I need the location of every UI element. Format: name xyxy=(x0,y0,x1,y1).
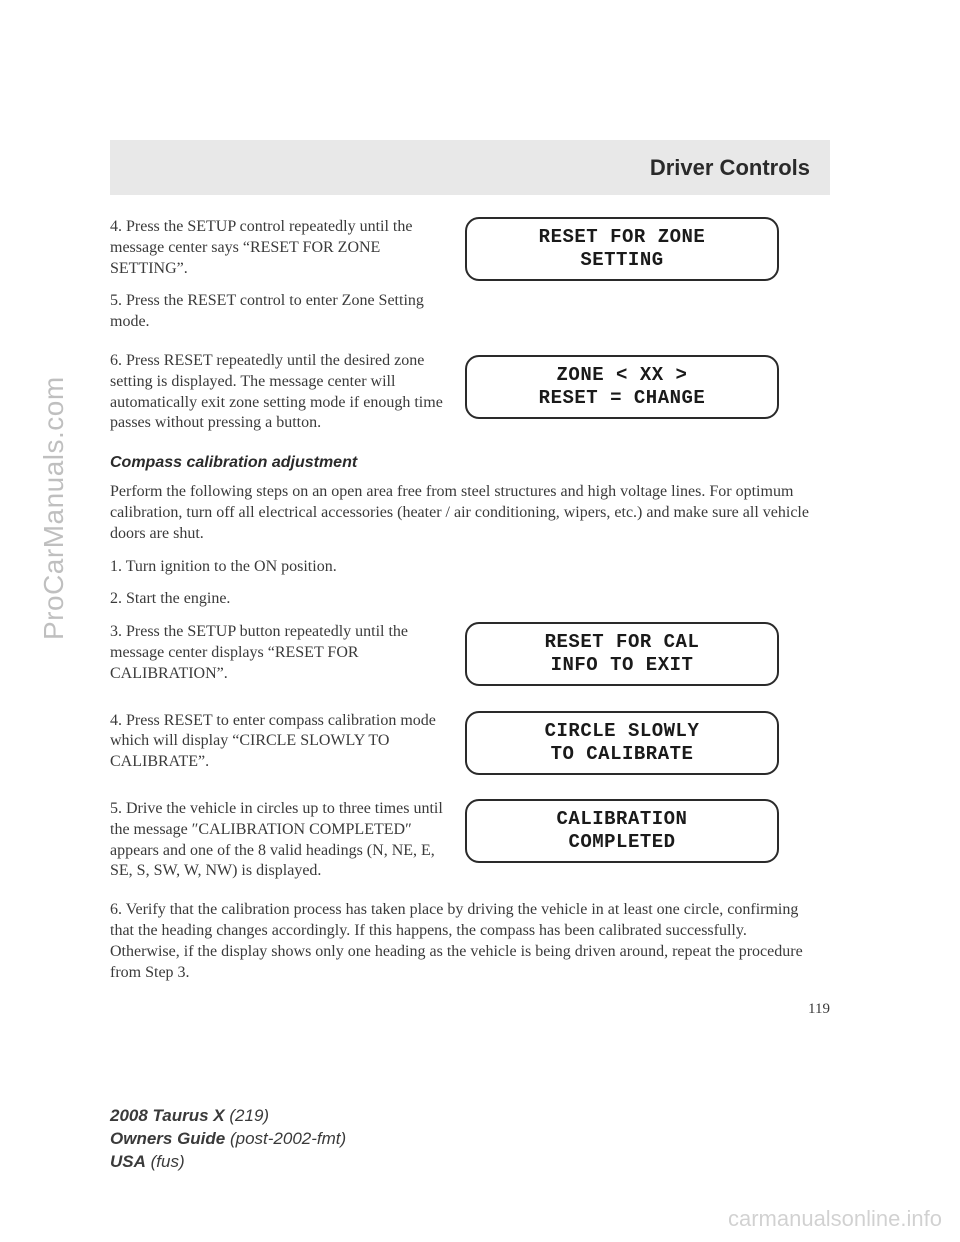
display-zone-change: ZONE < XX > RESET = CHANGE xyxy=(465,355,779,419)
footer-region-suffix: (fus) xyxy=(146,1152,185,1171)
footer: 2008 Taurus X (219) Owners Guide (post-2… xyxy=(110,1105,346,1174)
step-row: 6. Press RESET repeatedly until the desi… xyxy=(110,351,830,446)
footer-code: (219) xyxy=(225,1106,269,1125)
display-line: COMPLETED xyxy=(568,831,675,854)
cal-step-6: 6. Verify that the calibration process h… xyxy=(110,900,810,983)
display-reset-cal: RESET FOR CAL INFO TO EXIT xyxy=(465,622,779,686)
step-text: 6. Press RESET repeatedly until the desi… xyxy=(110,351,465,446)
step-text: 5. Drive the vehicle in circles up to th… xyxy=(110,799,465,894)
cal-step-2: 2. Start the engine. xyxy=(110,589,810,610)
display-circle-slowly: CIRCLE SLOWLY TO CALIBRATE xyxy=(465,711,779,775)
footer-line-3: USA (fus) xyxy=(110,1151,346,1174)
intro-paragraph: Perform the following steps on an open a… xyxy=(110,482,810,544)
step-6: 6. Press RESET repeatedly until the desi… xyxy=(110,351,447,434)
section-title: Driver Controls xyxy=(650,155,810,181)
section-header: Driver Controls xyxy=(110,140,830,195)
display-line: RESET FOR ZONE xyxy=(539,226,706,249)
display-line: CIRCLE SLOWLY xyxy=(545,720,700,743)
display-line: INFO TO EXIT xyxy=(551,654,694,677)
display-line: TO CALIBRATE xyxy=(551,743,694,766)
subheading-compass-calibration: Compass calibration adjustment xyxy=(110,454,830,472)
footer-line-2: Owners Guide (post-2002-fmt) xyxy=(110,1128,346,1151)
step-row: 5. Drive the vehicle in circles up to th… xyxy=(110,799,830,894)
page-content: Driver Controls 4. Press the SETUP contr… xyxy=(110,140,830,1018)
spacer xyxy=(110,791,830,799)
step-5: 5. Press the RESET control to enter Zone… xyxy=(110,291,447,333)
footer-model: 2008 Taurus X xyxy=(110,1106,225,1125)
display-line: RESET = CHANGE xyxy=(539,387,706,410)
cal-step-1: 1. Turn ignition to the ON position. xyxy=(110,557,810,578)
spacer xyxy=(110,703,830,711)
step-row: 4. Press RESET to enter compass calibrat… xyxy=(110,711,830,785)
display-line: SETTING xyxy=(580,249,663,272)
cal-step-4: 4. Press RESET to enter compass calibrat… xyxy=(110,711,447,773)
display-calibration-completed: CALIBRATION COMPLETED xyxy=(465,799,779,863)
watermark-left: ProCarManuals.com xyxy=(38,376,70,640)
step-row: 4. Press the SETUP control repeatedly un… xyxy=(110,217,830,345)
footer-guide-suffix: (post-2002-fmt) xyxy=(225,1129,346,1148)
step-text: 3. Press the SETUP button repeatedly unt… xyxy=(110,622,465,696)
step-text: 4. Press the SETUP control repeatedly un… xyxy=(110,217,465,345)
page-number: 119 xyxy=(110,1001,830,1018)
footer-region: USA xyxy=(110,1152,146,1171)
footer-guide: Owners Guide xyxy=(110,1129,225,1148)
step-row: 3. Press the SETUP button repeatedly unt… xyxy=(110,622,830,696)
display-zone-setting: RESET FOR ZONE SETTING xyxy=(465,217,779,281)
display-line: ZONE < XX > xyxy=(557,364,688,387)
footer-line-1: 2008 Taurus X (219) xyxy=(110,1105,346,1128)
cal-step-3: 3. Press the SETUP button repeatedly unt… xyxy=(110,622,447,684)
watermark-bottom: carmanualsonline.info xyxy=(728,1206,942,1232)
display-line: CALIBRATION xyxy=(557,808,688,831)
cal-step-5: 5. Drive the vehicle in circles up to th… xyxy=(110,799,447,882)
step-text: 4. Press RESET to enter compass calibrat… xyxy=(110,711,465,785)
step-4: 4. Press the SETUP control repeatedly un… xyxy=(110,217,447,279)
display-line: RESET FOR CAL xyxy=(545,631,700,654)
